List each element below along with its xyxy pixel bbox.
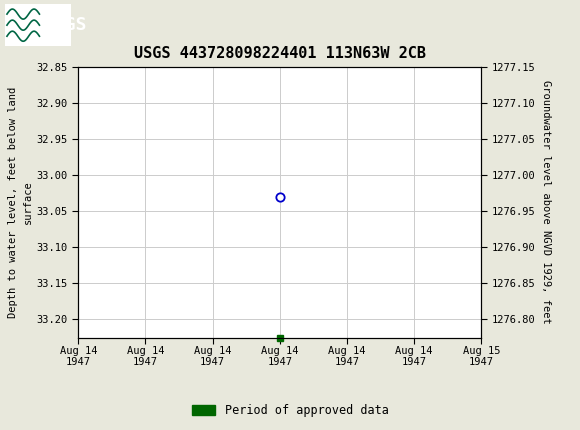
Y-axis label: Depth to water level, feet below land
surface: Depth to water level, feet below land su… [9, 86, 32, 318]
Legend: Period of approved data: Period of approved data [187, 399, 393, 422]
Title: USGS 443728098224401 113N63W 2CB: USGS 443728098224401 113N63W 2CB [134, 46, 426, 61]
Y-axis label: Groundwater level above NGVD 1929, feet: Groundwater level above NGVD 1929, feet [541, 80, 551, 324]
FancyBboxPatch shape [5, 4, 71, 46]
Text: USGS: USGS [44, 16, 87, 34]
